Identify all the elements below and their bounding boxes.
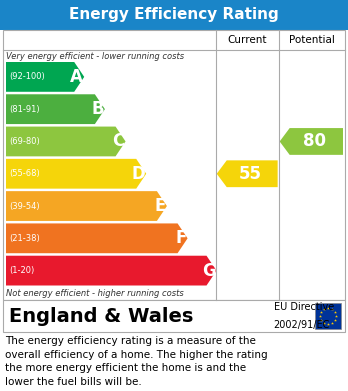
Text: E: E (155, 197, 166, 215)
Polygon shape (6, 94, 105, 124)
Text: 2002/91/EC: 2002/91/EC (274, 320, 330, 330)
Text: 55: 55 (239, 165, 262, 183)
Text: Current: Current (228, 35, 267, 45)
Text: EU Directive: EU Directive (274, 302, 334, 312)
Text: F: F (175, 229, 187, 248)
Bar (3, 300, 345, 332)
Polygon shape (6, 223, 188, 253)
Bar (3, 30, 345, 300)
Text: Not energy efficient - higher running costs: Not energy efficient - higher running co… (6, 289, 184, 298)
Text: A: A (70, 68, 83, 86)
Text: G: G (202, 262, 215, 280)
Text: The energy efficiency rating is a measure of the
overall efficiency of a home. T: The energy efficiency rating is a measur… (5, 336, 268, 387)
Polygon shape (217, 160, 278, 187)
Polygon shape (6, 159, 146, 188)
Text: (81-91): (81-91) (9, 105, 40, 114)
Bar (315, 303, 341, 329)
Text: Very energy efficient - lower running costs: Very energy efficient - lower running co… (6, 52, 184, 61)
Text: Potential: Potential (289, 35, 335, 45)
Text: C: C (112, 133, 125, 151)
Text: England & Wales: England & Wales (9, 307, 193, 325)
Polygon shape (280, 128, 343, 155)
Text: (55-68): (55-68) (9, 169, 40, 178)
Text: B: B (91, 100, 104, 118)
Polygon shape (6, 191, 167, 221)
Text: 80: 80 (303, 133, 326, 151)
Text: (69-80): (69-80) (9, 137, 40, 146)
Polygon shape (6, 256, 216, 285)
Text: (39-54): (39-54) (9, 201, 40, 210)
Text: (92-100): (92-100) (9, 72, 45, 81)
Polygon shape (6, 127, 126, 156)
Text: (1-20): (1-20) (9, 266, 34, 275)
Text: Energy Efficiency Rating: Energy Efficiency Rating (69, 7, 279, 23)
Bar (0, 0, 348, 30)
Text: D: D (132, 165, 145, 183)
Polygon shape (6, 62, 84, 92)
Text: (21-38): (21-38) (9, 234, 40, 243)
